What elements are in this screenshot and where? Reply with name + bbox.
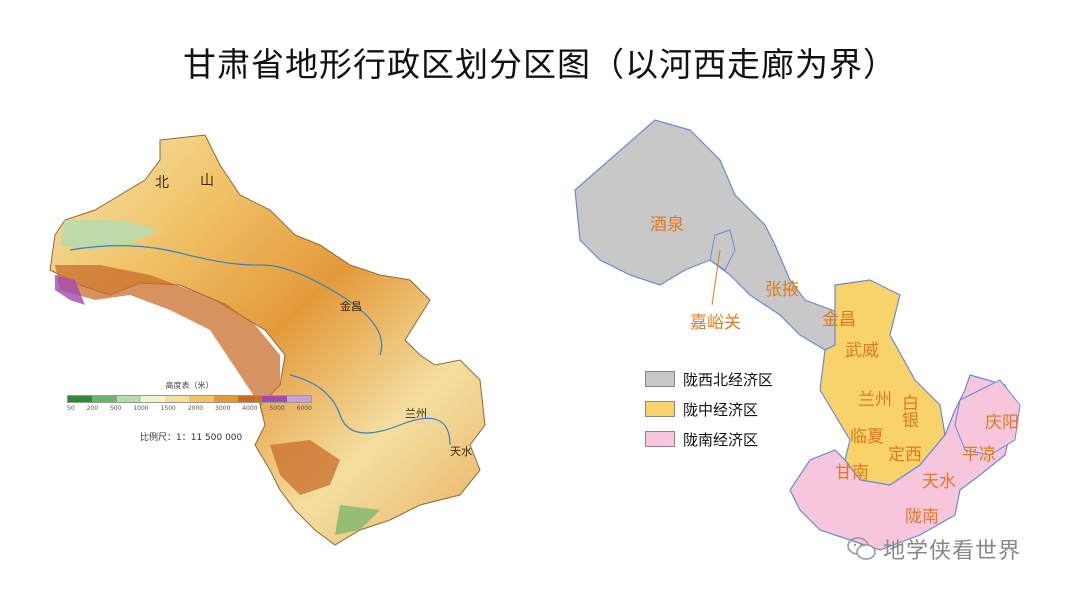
city-lanzhou: 兰州	[858, 390, 892, 410]
elevation-tick: 1500	[160, 405, 176, 412]
legend-swatch-longzhong	[645, 401, 675, 417]
terrain-label-bei: 北	[155, 175, 169, 191]
legend-swatch-longxibei	[645, 371, 675, 387]
elevation-legend-title: 高度表（米）	[165, 381, 214, 390]
city-jiayuguan: 嘉峪关	[690, 313, 741, 333]
elevation-tick: 2000	[187, 405, 204, 412]
city-longnan: 陇南	[905, 507, 939, 527]
city-jiuquan: 酒泉	[650, 215, 684, 235]
elevation-swatch	[165, 396, 190, 402]
legend-swatch-longnan	[645, 431, 675, 447]
admin-map: 酒泉 嘉峪关 张掖 金昌 武威 白银 兰州 庆阳 临夏 定西 平凉 甘南 天水 …	[574, 119, 1021, 551]
terrain-western-high	[55, 275, 85, 305]
city-pingliang: 平凉	[962, 445, 996, 465]
elevation-swatch	[140, 396, 166, 402]
watermark-text: 地学侠看世界	[883, 539, 1022, 564]
elevation-legend: 高度表（米） 50 200 500 1000 1500 2000 3000 4000 5000 6…	[67, 380, 312, 412]
terrain-map: 北 山 金昌 兰州 天水	[49, 134, 486, 546]
terrain-yellow-river	[289, 374, 451, 446]
city-tianshui: 天水	[922, 472, 956, 492]
elevation-swatch	[238, 396, 263, 402]
elevation-tick: 200	[86, 405, 99, 412]
terrain-qilian-range	[55, 265, 280, 405]
page-title: 甘肃省地形行政区划分区图（以河西走廊为界）	[183, 45, 897, 84]
elevation-swatch	[116, 396, 141, 402]
elevation-tick: 6000	[296, 405, 312, 412]
terrain-river	[69, 245, 383, 356]
legend-item-longxibei: 陇西北经济区	[645, 364, 773, 394]
elevation-swatch	[213, 396, 239, 402]
city-dingxi: 定西	[888, 445, 922, 465]
legend-label: 陇南经济区	[683, 430, 759, 449]
city-qingyang: 庆阳	[985, 413, 1019, 433]
elevation-swatch	[286, 396, 311, 402]
economic-zone-legend: 陇西北经济区 陇中经济区 陇南经济区	[645, 364, 773, 454]
city-jinchang: 金昌	[822, 310, 856, 330]
wechat-icon	[847, 537, 876, 560]
city-linxia: 临夏	[850, 427, 884, 447]
elevation-tick: 4000	[242, 405, 258, 412]
elevation-tick: 500	[109, 405, 122, 412]
jiayuguan-boundary	[709, 229, 736, 271]
elevation-swatch	[189, 396, 214, 402]
jiayuguan-pointer	[711, 249, 721, 306]
elevation-swatch	[68, 396, 93, 402]
city-gannan: 甘南	[835, 463, 869, 483]
elevation-swatch	[262, 396, 287, 402]
elevation-tick: 50	[67, 405, 75, 412]
terrain-label-lanzhou: 兰州	[405, 407, 427, 420]
terrain-label-tianshui: 天水	[450, 445, 472, 458]
legend-item-longnan: 陇南经济区	[645, 424, 773, 454]
elevation-swatch	[92, 396, 117, 402]
elevation-tick: 5000	[269, 405, 285, 412]
watermark: 地学侠看世界	[847, 533, 1021, 565]
city-zhangye: 张掖	[765, 280, 799, 300]
city-baiyin: 白银	[898, 394, 919, 428]
terrain-label-shan: 山	[200, 173, 214, 189]
city-wuwei: 武威	[845, 341, 879, 361]
terrain-southern-green	[335, 505, 380, 535]
legend-label: 陇西北经济区	[683, 370, 774, 389]
elevation-swatches	[67, 395, 312, 403]
legend-label: 陇中经济区	[683, 400, 759, 419]
terrain-label-jinchang: 金昌	[340, 299, 362, 313]
elevation-tick: 3000	[215, 405, 231, 412]
terrain-gannan-high	[270, 440, 340, 495]
scale-ratio: 比例尺：1：11 500 000	[140, 433, 243, 443]
terrain-hexi-green	[60, 220, 160, 250]
region-qingyang	[954, 379, 1021, 456]
legend-item-longzhong: 陇中经济区	[645, 394, 773, 424]
elevation-ticks: 50 200 500 1000 1500 2000 3000 4000 5000 6000	[67, 405, 312, 412]
elevation-tick: 1000	[133, 405, 149, 412]
